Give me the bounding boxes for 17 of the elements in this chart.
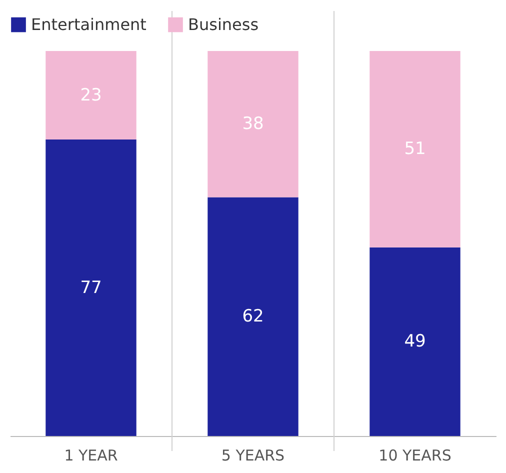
data-label: 51 bbox=[404, 139, 426, 160]
data-label: 62 bbox=[242, 306, 264, 327]
bar bbox=[46, 51, 136, 140]
bar bbox=[208, 197, 298, 436]
legend-label: Entertainment bbox=[31, 14, 146, 34]
x-tick-label: 1 YEAR bbox=[64, 446, 118, 464]
bar bbox=[46, 140, 136, 436]
legend-label: Business bbox=[188, 14, 259, 34]
bar bbox=[370, 51, 460, 248]
x-tick-label: 10 YEARS bbox=[378, 446, 452, 464]
data-label: 77 bbox=[80, 278, 102, 298]
data-label: 49 bbox=[404, 332, 426, 352]
x-tick-label: 5 YEARS bbox=[221, 446, 285, 464]
data-label: 23 bbox=[80, 85, 102, 106]
bar bbox=[208, 51, 298, 198]
data-label: 38 bbox=[242, 114, 264, 134]
bar bbox=[370, 247, 460, 436]
